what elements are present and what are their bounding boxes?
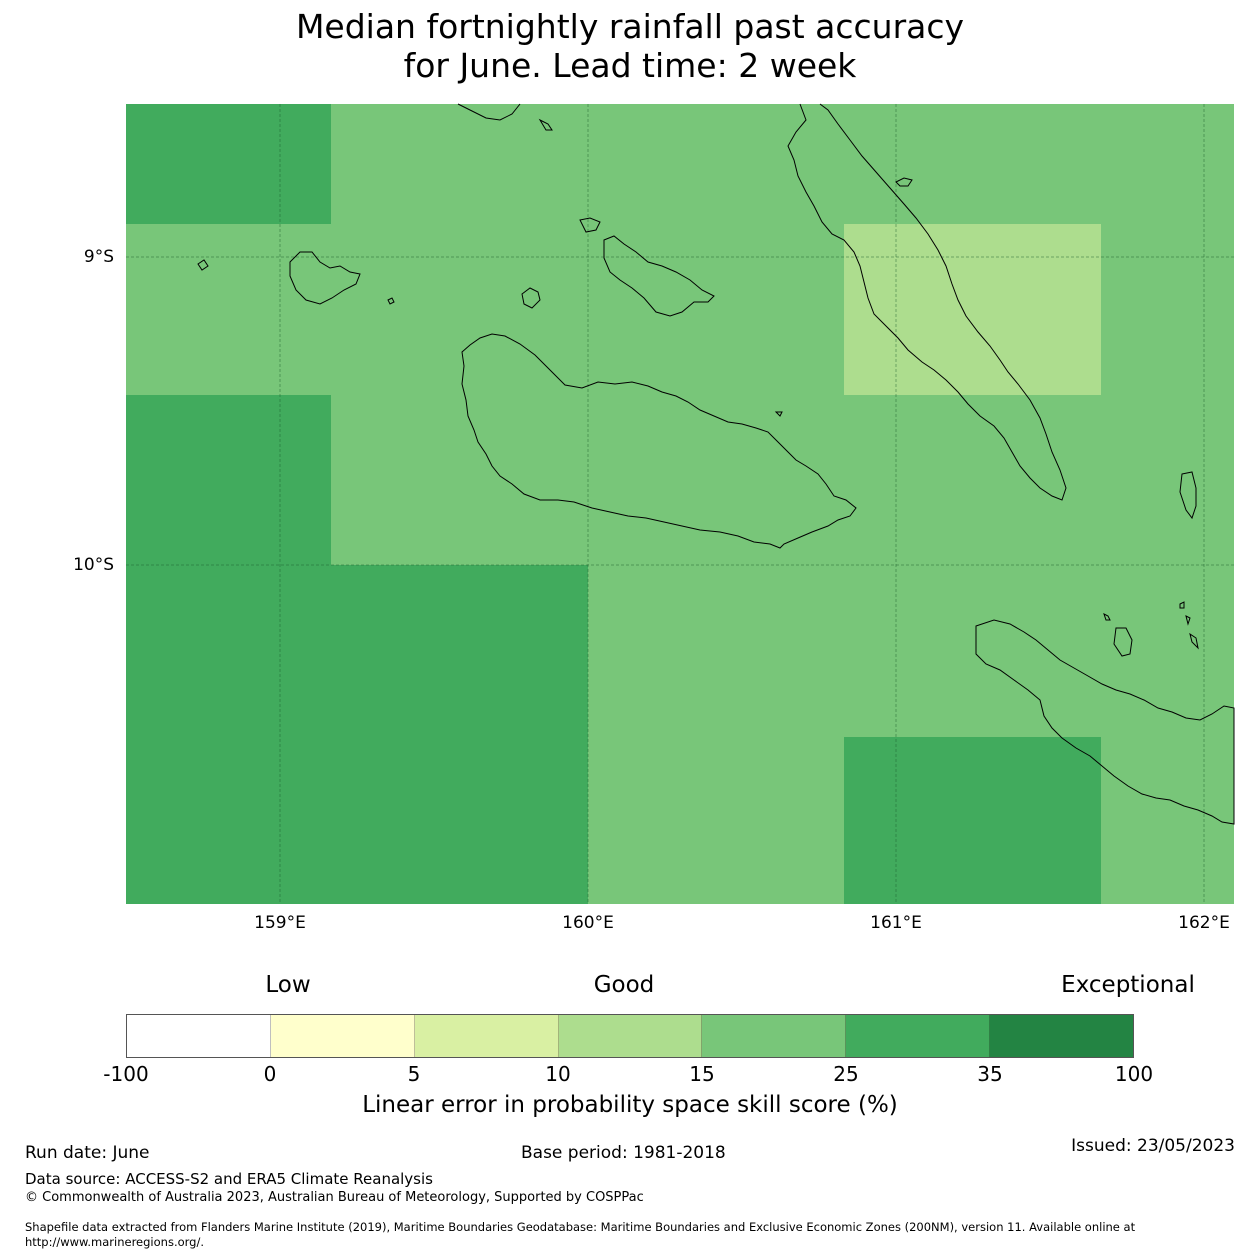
colorbar-tick: 35 <box>977 1062 1003 1086</box>
grid-cell-high-sw <box>126 565 588 904</box>
map-gridlines <box>126 104 1234 904</box>
island-savo <box>521 287 541 309</box>
grid-cell-high-nw <box>126 104 331 224</box>
colorbar-tick: -100 <box>103 1062 149 1086</box>
island-islet-se-2 <box>1179 601 1185 609</box>
lat-tick-9s: 9°S <box>83 247 114 267</box>
colorbar-tick: 100 <box>1114 1062 1154 1086</box>
island-nggela-north <box>579 217 601 233</box>
colorbar-segment <box>558 1015 703 1057</box>
run-date: Run date: June <box>25 1143 150 1163</box>
map-title-line-2: for June. Lead time: 2 week <box>403 46 857 85</box>
colorbar-segment <box>846 1015 991 1057</box>
map-title-line-1: Median fortnightly rainfall past accurac… <box>295 7 965 46</box>
issued-date: Issued: 23/05/2023 <box>1071 1136 1235 1156</box>
shapefile-credit-line-2: http://www.marineregions.org/. <box>25 1235 204 1249</box>
colorbar-tick: 25 <box>833 1062 859 1086</box>
legend-category-good: Good <box>593 972 655 998</box>
colorbar-segment <box>270 1015 415 1057</box>
island-north-islet <box>538 118 553 131</box>
grid-cell-high-se <box>844 737 1101 904</box>
lon-tick-160e: 160°E <box>562 913 614 933</box>
island-islet-se-4 <box>1189 632 1199 650</box>
legend-category-exceptional: Exceptional <box>1061 972 1195 998</box>
island-makira <box>975 619 1235 825</box>
colorbar <box>126 1014 1134 1058</box>
coastlines <box>197 103 1235 825</box>
legend-category-low: Low <box>265 972 311 998</box>
lat-tick-10s: 10°S <box>73 555 114 575</box>
lon-tick-161e: 161°E <box>870 913 922 933</box>
colorbar-tick: 15 <box>689 1062 715 1086</box>
island-east <box>1179 471 1197 520</box>
data-source: Data source: ACCESS-S2 and ERA5 Climate … <box>25 1170 433 1188</box>
colorbar-segment <box>127 1015 271 1057</box>
island-nggela <box>603 235 715 317</box>
copyright: © Commonwealth of Australia 2023, Austra… <box>25 1190 644 1205</box>
lon-tick-159e: 159°E <box>254 913 306 933</box>
colorbar-segment <box>990 1015 1134 1057</box>
colorbar-tick: 5 <box>407 1062 421 1086</box>
lon-tick-162e: 162°E <box>1178 913 1230 933</box>
island-russell-east <box>387 297 395 305</box>
colorbar-label: Linear error in probability space skill … <box>362 1092 898 1118</box>
skill-score-map <box>126 103 1235 904</box>
colorbar-segment <box>414 1015 559 1057</box>
island-islet-east <box>774 411 783 417</box>
island-ulawa <box>1113 627 1133 657</box>
island-islet-se-1 <box>1103 613 1111 621</box>
island-islet-se-3 <box>1185 615 1191 626</box>
colorbar-segment <box>702 1015 847 1057</box>
island-russell-west <box>197 259 209 271</box>
island-guadalcanal <box>461 333 857 549</box>
island-malaita <box>787 103 1067 501</box>
colorbar-tick: 10 <box>545 1062 571 1086</box>
shapefile-credit-line-1: Shapefile data extracted from Flanders M… <box>25 1220 1136 1234</box>
grid-cell-good <box>844 224 1101 395</box>
island-northwest-coast <box>457 103 521 121</box>
island-russell <box>289 251 361 305</box>
grid-cell-high-w <box>126 395 331 565</box>
colorbar-tick: 0 <box>263 1062 277 1086</box>
base-period: Base period: 1981-2018 <box>521 1143 726 1163</box>
island-small-malaita <box>895 177 913 187</box>
